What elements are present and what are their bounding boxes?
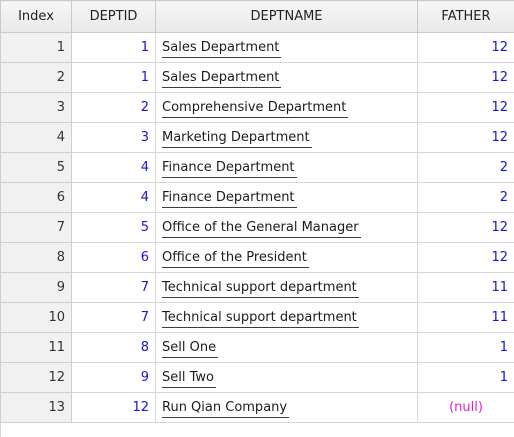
row-index-cell[interactable]: 9 xyxy=(1,273,72,303)
row-index-cell[interactable]: 3 xyxy=(1,93,72,123)
deptname-cell[interactable]: Marketing Department xyxy=(156,123,418,153)
father-cell[interactable]: 12 xyxy=(418,123,514,153)
deptname-cell[interactable]: Sell One xyxy=(156,333,418,363)
row-index-cell[interactable]: 10 xyxy=(1,303,72,333)
deptname-link[interactable]: Office of the General Manager xyxy=(162,220,361,238)
deptid-cell[interactable]: 1 xyxy=(72,63,156,93)
deptid-cell[interactable]: 2 xyxy=(72,93,156,123)
deptid-cell[interactable]: 1 xyxy=(72,33,156,63)
deptname-cell[interactable]: Finance Department xyxy=(156,183,418,213)
row-index-cell[interactable]: 12 xyxy=(1,363,72,393)
row-index-cell[interactable]: 8 xyxy=(1,243,72,273)
row-index-cell[interactable]: 2 xyxy=(1,63,72,93)
row-index-cell[interactable]: 4 xyxy=(1,123,72,153)
deptname-link[interactable]: Sell Two xyxy=(162,370,216,388)
deptid-cell[interactable]: 7 xyxy=(72,273,156,303)
deptname-cell[interactable]: Run Qian Company xyxy=(156,393,418,423)
deptname-cell[interactable]: Sales Department xyxy=(156,33,418,63)
row-index-cell[interactable]: 5 xyxy=(1,153,72,183)
deptname-cell[interactable]: Technical support department xyxy=(156,303,418,333)
deptname-cell[interactable]: Finance Department xyxy=(156,153,418,183)
deptname-cell[interactable]: Office of the President xyxy=(156,243,418,273)
father-cell[interactable]: 1 xyxy=(418,363,514,393)
father-cell[interactable]: 1 xyxy=(418,333,514,363)
deptname-link[interactable]: Run Qian Company xyxy=(162,400,289,418)
deptid-cell[interactable]: 4 xyxy=(72,153,156,183)
father-cell[interactable]: 11 xyxy=(418,303,514,333)
deptname-link[interactable]: Office of the President xyxy=(162,250,309,268)
deptid-cell[interactable]: 12 xyxy=(72,393,156,423)
column-header-deptname[interactable]: DEPTNAME xyxy=(156,1,418,33)
father-cell[interactable]: 12 xyxy=(418,63,514,93)
deptname-cell[interactable]: Office of the General Manager xyxy=(156,213,418,243)
column-header-index[interactable]: Index xyxy=(1,1,72,33)
father-cell[interactable]: 11 xyxy=(418,273,514,303)
column-header-deptid[interactable]: DEPTID xyxy=(72,1,156,33)
row-index-cell[interactable]: 6 xyxy=(1,183,72,213)
deptid-cell[interactable]: 7 xyxy=(72,303,156,333)
row-index-cell[interactable]: 1 xyxy=(1,33,72,63)
father-cell[interactable]: 2 xyxy=(418,153,514,183)
deptname-link[interactable]: Sales Department xyxy=(162,40,281,58)
row-index-cell[interactable]: 7 xyxy=(1,213,72,243)
deptid-cell[interactable]: 5 xyxy=(72,213,156,243)
deptname-link[interactable]: Marketing Department xyxy=(162,130,312,148)
deptname-link[interactable]: Finance Department xyxy=(162,160,297,178)
father-cell[interactable]: 2 xyxy=(418,183,514,213)
empty-area xyxy=(0,423,514,437)
row-index-cell[interactable]: 11 xyxy=(1,333,72,363)
deptname-link[interactable]: Sell One xyxy=(162,340,218,358)
father-cell[interactable]: 12 xyxy=(418,243,514,273)
deptid-cell[interactable]: 6 xyxy=(72,243,156,273)
deptname-link[interactable]: Sales Department xyxy=(162,70,281,88)
deptname-cell[interactable]: Technical support department xyxy=(156,273,418,303)
deptname-link[interactable]: Technical support department xyxy=(162,280,359,298)
father-cell[interactable]: (null) xyxy=(418,393,514,423)
deptid-cell[interactable]: 9 xyxy=(72,363,156,393)
deptname-cell[interactable]: Sell Two xyxy=(156,363,418,393)
deptname-link[interactable]: Comprehensive Department xyxy=(162,100,348,118)
deptname-link[interactable]: Technical support department xyxy=(162,310,359,328)
deptid-cell[interactable]: 4 xyxy=(72,183,156,213)
header-row: Index DEPTID DEPTNAME FATHER xyxy=(1,1,514,33)
deptname-cell[interactable]: Sales Department xyxy=(156,63,418,93)
father-cell[interactable]: 12 xyxy=(418,33,514,63)
column-header-father[interactable]: FATHER xyxy=(418,1,514,33)
deptid-cell[interactable]: 8 xyxy=(72,333,156,363)
deptid-cell[interactable]: 3 xyxy=(72,123,156,153)
father-cell[interactable]: 12 xyxy=(418,213,514,243)
row-index-cell[interactable]: 13 xyxy=(1,393,72,423)
deptname-link[interactable]: Finance Department xyxy=(162,190,297,208)
deptname-cell[interactable]: Comprehensive Department xyxy=(156,93,418,123)
father-cell[interactable]: 12 xyxy=(418,93,514,123)
